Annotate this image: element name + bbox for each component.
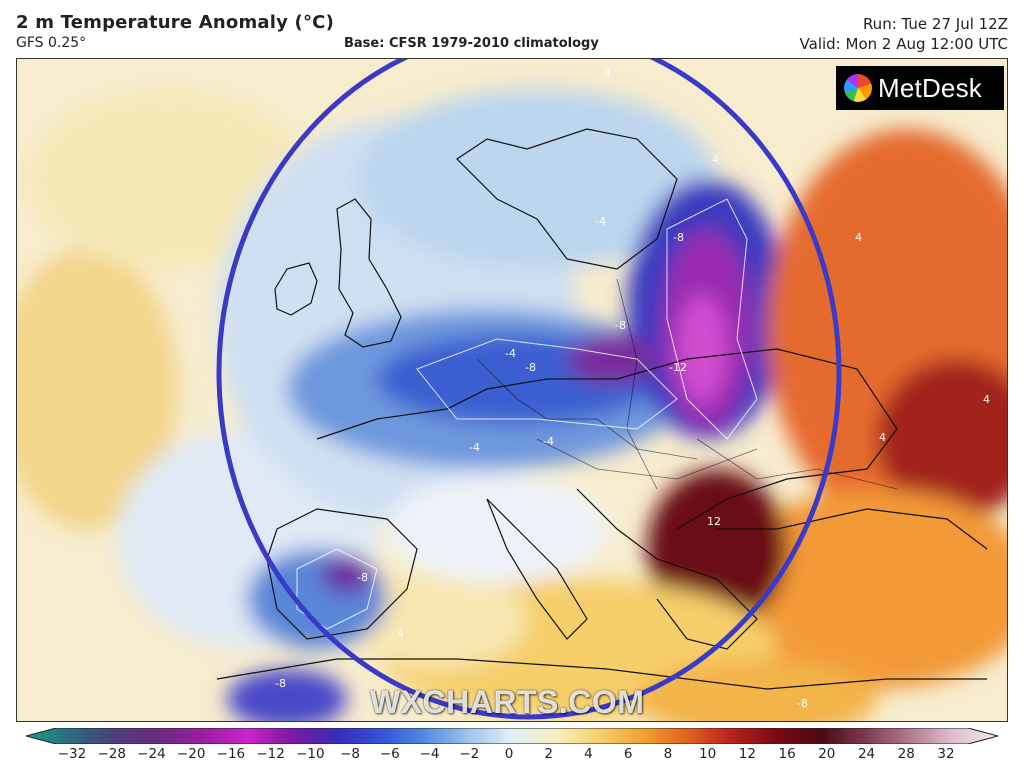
contour-label: -12	[669, 361, 687, 374]
colorbar-tick-label: 28	[897, 746, 915, 762]
map-canvas: 4 4 4 -4 -8 -8 -8 -4 -8 -12 -4 -4 -8 -8 …	[17, 59, 1007, 721]
colorbar-tick-label: 24	[857, 746, 876, 762]
colorbar-tick-label: 12	[738, 746, 756, 762]
metdesk-logo-icon	[844, 74, 872, 102]
colorbar-tick-label: −16	[216, 746, 246, 762]
colorbar-tick-label: −10	[296, 746, 325, 762]
contour-label: -4	[595, 215, 606, 228]
header-left: 2 m Temperature Anomaly (°C) GFS 0.25°	[16, 12, 334, 51]
colorbar-tick-label: 0	[504, 746, 514, 762]
contour-label: 12	[707, 515, 721, 528]
colorbar-gradient	[26, 728, 998, 744]
valid-time-label: Valid: Mon 2 Aug 12:00 UTC	[799, 35, 1008, 53]
contour-label: 4	[604, 67, 611, 80]
colorbar-tick-label: 8	[663, 746, 673, 762]
header-right: Run: Tue 27 Jul 12Z Valid: Mon 2 Aug 12:…	[800, 14, 1008, 54]
colorbar-tick-label: 16	[778, 746, 796, 762]
highlight-circle	[216, 59, 842, 720]
contour-label: -8	[797, 697, 808, 710]
contour-label: -8	[673, 231, 684, 244]
contour-label: -4	[543, 435, 554, 448]
contour-label: 4	[855, 231, 862, 244]
colorbar-tick-label: −28	[97, 746, 126, 762]
colorbar-tick-label: −20	[176, 746, 206, 762]
colorbar-tick-label: −8	[340, 746, 361, 762]
colorbar-tick-label: −32	[57, 746, 87, 762]
colorbar-tick-label: −24	[137, 746, 166, 762]
contour-label: -8	[275, 677, 286, 690]
model-label: GFS 0.25°	[16, 35, 87, 51]
colorbar-tick-label: 6	[623, 746, 633, 762]
chart-title: 2 m Temperature Anomaly (°C)	[16, 12, 334, 33]
metdesk-logo: MetDesk	[836, 66, 1004, 110]
country-borders	[476, 278, 898, 490]
contour-label: 4	[397, 627, 404, 640]
contour-label: 4	[712, 153, 719, 166]
contour-labels: 4 4 4 -4 -8 -8 -8 -4 -8 -12 -4 -4 -8 -8 …	[275, 67, 990, 710]
colorbar	[26, 728, 998, 744]
contour-label: -8	[357, 571, 368, 584]
anomaly-map: 4 4 4 -4 -8 -8 -8 -4 -8 -12 -4 -4 -8 -8 …	[16, 58, 1008, 722]
colorbar-tick-label: 20	[818, 746, 836, 762]
anomaly-field	[17, 89, 1007, 721]
colorbar-tick-label: −12	[256, 746, 285, 762]
colorbar-tick-label: 32	[937, 746, 955, 762]
coastlines	[216, 128, 988, 690]
contour-label: -4	[505, 347, 516, 360]
colorbar-tick-label: −6	[379, 746, 400, 762]
contour-label: -8	[615, 319, 626, 332]
contour-label: -8	[525, 361, 536, 374]
colorbar-tick-label: 4	[584, 746, 593, 762]
contour-label: 4	[879, 431, 886, 444]
colorbar-tick-label: 2	[544, 746, 554, 762]
run-time-label: Run: Tue 27 Jul 12Z	[862, 15, 1008, 33]
colorbar-ticks: −32 −28 −24 −20 −16 −12 −10 −8 −6 −4 −2 0 2 4 6 8 10 12 16…	[0, 746, 1024, 768]
anomaly-contours	[296, 198, 758, 630]
colorbar-tick-label: 10	[699, 746, 717, 762]
colorbar-tick-label: −4	[419, 746, 440, 762]
contour-label: 4	[983, 393, 990, 406]
watermark: WXCHARTS.COM	[370, 684, 645, 720]
metdesk-logo-text: MetDesk	[878, 72, 982, 103]
contour-label: -4	[469, 441, 480, 454]
climatology-base-label: Base: CFSR 1979-2010 climatology	[344, 36, 599, 51]
colorbar-tick-label: −2	[459, 746, 480, 762]
